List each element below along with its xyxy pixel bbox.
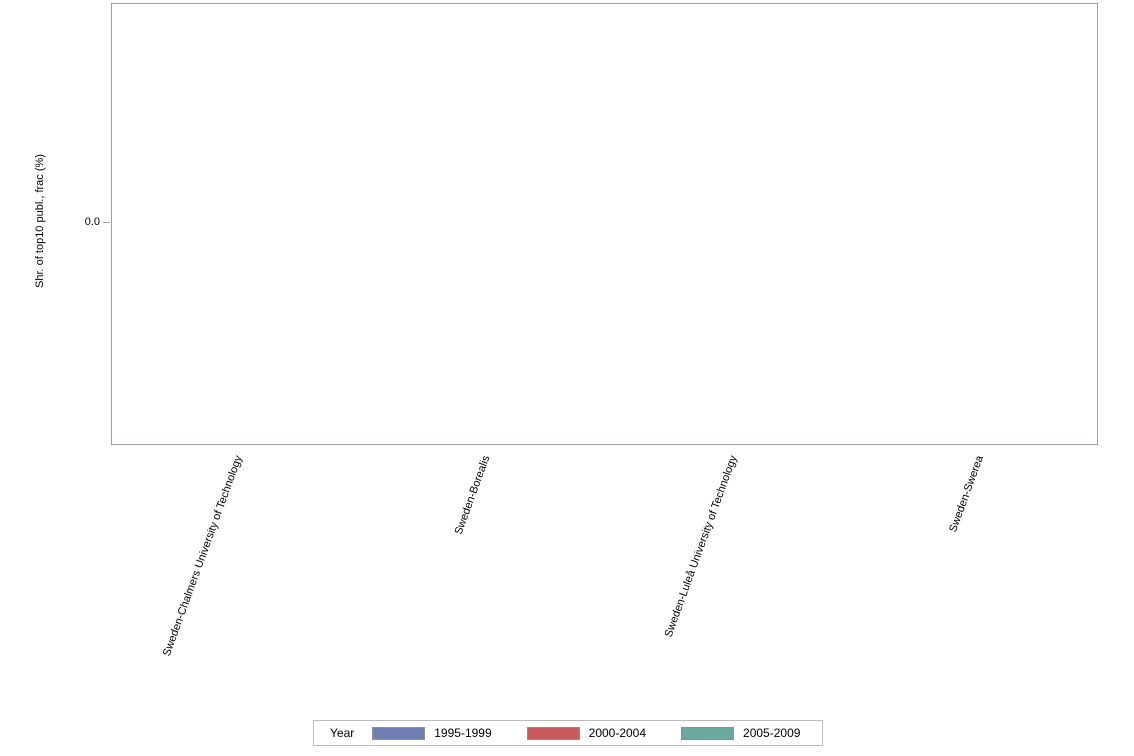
plot-area bbox=[111, 3, 1098, 445]
legend-box: Year 1995-1999 2000-2004 2005-2009 bbox=[313, 720, 823, 746]
y-axis-title: Shr. of top10 publ., frac (%) bbox=[34, 154, 46, 288]
y-tick-label-0.0: 0.0 bbox=[84, 216, 100, 228]
legend-label-2000-2004: 2000-2004 bbox=[588, 726, 647, 740]
x-tick-label-swerea: Sweden-Swerea bbox=[947, 454, 987, 534]
legend-swatch-2005-2009 bbox=[681, 726, 735, 740]
legend-swatch-2000-2004 bbox=[526, 726, 580, 740]
x-tick-label-lulea: Sweden-Luleå University of Technology bbox=[662, 454, 740, 639]
x-tick-label-borealis: Sweden-Borealis bbox=[452, 454, 493, 537]
legend-label-1995-1999: 1995-1999 bbox=[434, 726, 492, 740]
legend-swatch-1995-1999 bbox=[372, 726, 426, 740]
legend-label-2005-2009: 2005-2009 bbox=[743, 726, 801, 740]
y-tick-mark bbox=[103, 222, 110, 223]
legend-item-2000-2004: 2000-2004 bbox=[526, 726, 647, 740]
x-tick-label-chalmers: Sweden-Chalmers University of Technology bbox=[161, 454, 246, 658]
legend-title: Year bbox=[330, 726, 355, 740]
legend-item-1995-1999: 1995-1999 bbox=[372, 726, 492, 740]
legend-item-2005-2009: 2005-2009 bbox=[681, 726, 800, 740]
